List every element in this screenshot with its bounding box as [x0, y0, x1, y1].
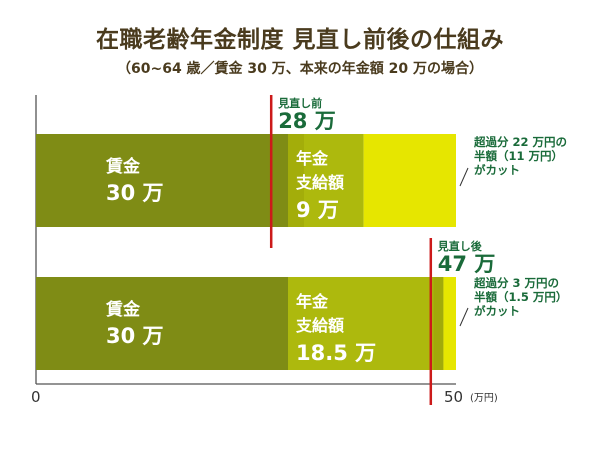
bar2-note-leader — [459, 307, 469, 327]
bar1-pension-value: 9 万 — [296, 198, 339, 222]
bar1-note-line: 半額（11 万円） — [474, 149, 563, 163]
bar1-note-line: 超過分 22 万円の — [473, 135, 567, 149]
chart-subtitle: （60~64 歳／賃金 30 万、本来の年金額 20 万の場合） — [116, 61, 484, 77]
bar1-segment-wage — [36, 134, 288, 227]
bar2-pension-label2: 支給額 — [295, 316, 344, 335]
bar1-wage-label: 賃金 — [105, 156, 141, 177]
bar2-pension-value: 18.5 万 — [296, 341, 376, 365]
bar1-wage-value: 30 万 — [106, 181, 164, 205]
bar1-note-leader — [459, 167, 469, 187]
bar1-pension-label1: 年金 — [296, 149, 329, 168]
bar1-segment-cut — [363, 134, 456, 227]
bar2-segment-pension — [288, 277, 444, 370]
bar1-pension-shade — [288, 134, 304, 227]
x-tick-label: 0 — [31, 388, 41, 406]
bar2-reference-label: 見直し後 — [437, 239, 483, 253]
bar2-segment-cut — [443, 277, 456, 370]
bar1-note-line: がカット — [474, 163, 520, 177]
bar1-pension-label2: 支給額 — [295, 173, 344, 192]
bar2-note-line: 超過分 3 万円の — [473, 276, 559, 290]
bar2-note-line: 半額（1.5 万円） — [474, 290, 567, 304]
bar2-pension-shade — [433, 277, 444, 370]
bar2-wage-label: 賃金 — [105, 299, 141, 320]
bar2-segment-wage — [36, 277, 288, 370]
bar2-reference-value: 47 万 — [438, 252, 496, 276]
bar2-note-line: がカット — [474, 304, 520, 318]
x-tick-label: 50 — [444, 388, 463, 406]
x-unit-label: (万円) — [470, 393, 498, 404]
bar1-reference-value: 28 万 — [278, 109, 336, 133]
bar2-pension-label1: 年金 — [296, 292, 329, 311]
bar1-reference-label: 見直し前 — [277, 96, 322, 110]
bar2-wage-value: 30 万 — [106, 324, 164, 348]
chart-title: 在職老齢年金制度 見直し前後の仕組み — [95, 27, 504, 53]
